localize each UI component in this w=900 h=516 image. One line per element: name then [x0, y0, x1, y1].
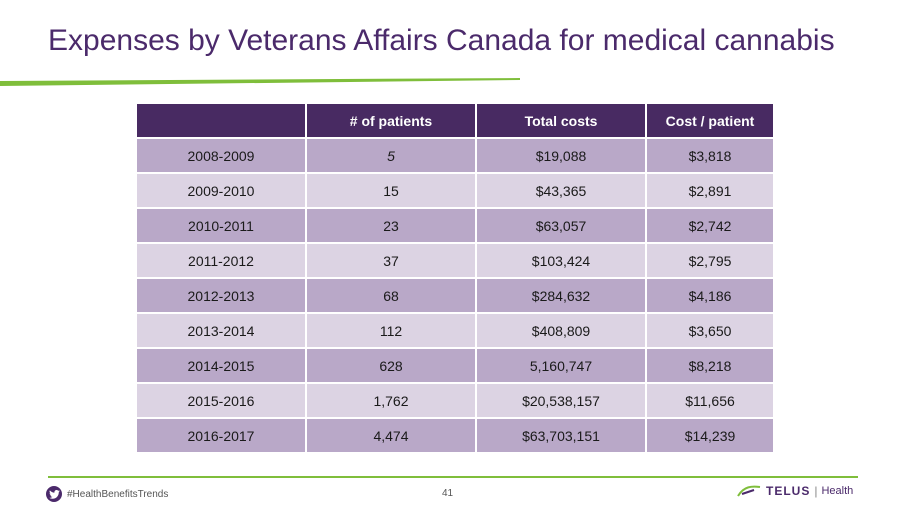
total-costs-cell: $19,088	[475, 137, 647, 174]
brand-name: TELUS	[766, 484, 811, 498]
expenses-table: # of patients Total costs Cost / patient…	[135, 102, 775, 454]
patients-cell: 628	[305, 347, 477, 384]
column-header-total-costs: Total costs	[475, 102, 647, 139]
column-header	[135, 102, 307, 139]
year-cell: 2016-2017	[135, 417, 307, 454]
year-cell: 2015-2016	[135, 382, 307, 419]
year-cell: 2010-2011	[135, 207, 307, 244]
cost-per-patient-cell: $2,742	[645, 207, 775, 244]
page-number: 41	[442, 488, 454, 499]
patients-cell: 5	[305, 137, 477, 174]
total-costs-cell: $63,703,151	[475, 417, 647, 454]
total-costs-cell: $103,424	[475, 242, 647, 279]
cost-per-patient-cell: $4,186	[645, 277, 775, 314]
patients-cell: 68	[305, 277, 477, 314]
patients-cell: 37	[305, 242, 477, 279]
table-header-row: # of patients Total costs Cost / patient	[135, 102, 775, 139]
brand-separator: |	[814, 484, 818, 498]
year-cell: 2011-2012	[135, 242, 307, 279]
column-header-patients: # of patients	[305, 102, 477, 139]
table-row: 2011-2012 37 $103,424 $2,795	[135, 242, 775, 279]
slide-title: Expenses by Veterans Affairs Canada for …	[48, 24, 835, 57]
telus-logo-icon	[737, 485, 761, 497]
column-header-cost-per-patient: Cost / patient	[645, 102, 775, 139]
patients-cell: 112	[305, 312, 477, 349]
patients-cell: 23	[305, 207, 477, 244]
table-row: 2016-2017 4,474 $63,703,151 $14,239	[135, 417, 775, 454]
patients-cell: 4,474	[305, 417, 477, 454]
total-costs-cell: $63,057	[475, 207, 647, 244]
total-costs-cell: $20,538,157	[475, 382, 647, 419]
cost-per-patient-cell: $3,650	[645, 312, 775, 349]
table-row: 2010-2011 23 $63,057 $2,742	[135, 207, 775, 244]
table-row: 2013-2014 112 $408,809 $3,650	[135, 312, 775, 349]
cost-per-patient-cell: $14,239	[645, 417, 775, 454]
footer-divider	[48, 476, 858, 478]
patients-cell: 1,762	[305, 382, 477, 419]
cost-per-patient-cell: $8,218	[645, 347, 775, 384]
patients-cell: 15	[305, 172, 477, 209]
total-costs-cell: $43,365	[475, 172, 647, 209]
telus-health-logo: TELUS | Health	[736, 484, 853, 498]
hashtag-text: #HealthBenefitsTrends	[67, 488, 169, 500]
title-underline	[0, 78, 520, 86]
table-row: 2012-2013 68 $284,632 $4,186	[135, 277, 775, 314]
cost-per-patient-cell: $3,818	[645, 137, 775, 174]
total-costs-cell: $408,809	[475, 312, 647, 349]
year-cell: 2009-2010	[135, 172, 307, 209]
table-row: 2014-2015 628 5,160,747 $8,218	[135, 347, 775, 384]
footer-hashtag: #HealthBenefitsTrends	[46, 486, 168, 502]
total-costs-cell: 5,160,747	[475, 347, 647, 384]
year-cell: 2008-2009	[135, 137, 307, 174]
year-cell: 2013-2014	[135, 312, 307, 349]
year-cell: 2014-2015	[135, 347, 307, 384]
cost-per-patient-cell: $2,795	[645, 242, 775, 279]
year-cell: 2012-2013	[135, 277, 307, 314]
cost-per-patient-cell: $2,891	[645, 172, 775, 209]
total-costs-cell: $284,632	[475, 277, 647, 314]
brand-suffix: Health	[821, 485, 854, 497]
cost-per-patient-cell: $11,656	[645, 382, 775, 419]
table-row: 2008-2009 5 $19,088 $3,818	[135, 137, 775, 174]
table-row: 2015-2016 1,762 $20,538,157 $11,656	[135, 382, 775, 419]
table-row: 2009-2010 15 $43,365 $2,891	[135, 172, 775, 209]
twitter-bird-icon	[46, 486, 62, 502]
